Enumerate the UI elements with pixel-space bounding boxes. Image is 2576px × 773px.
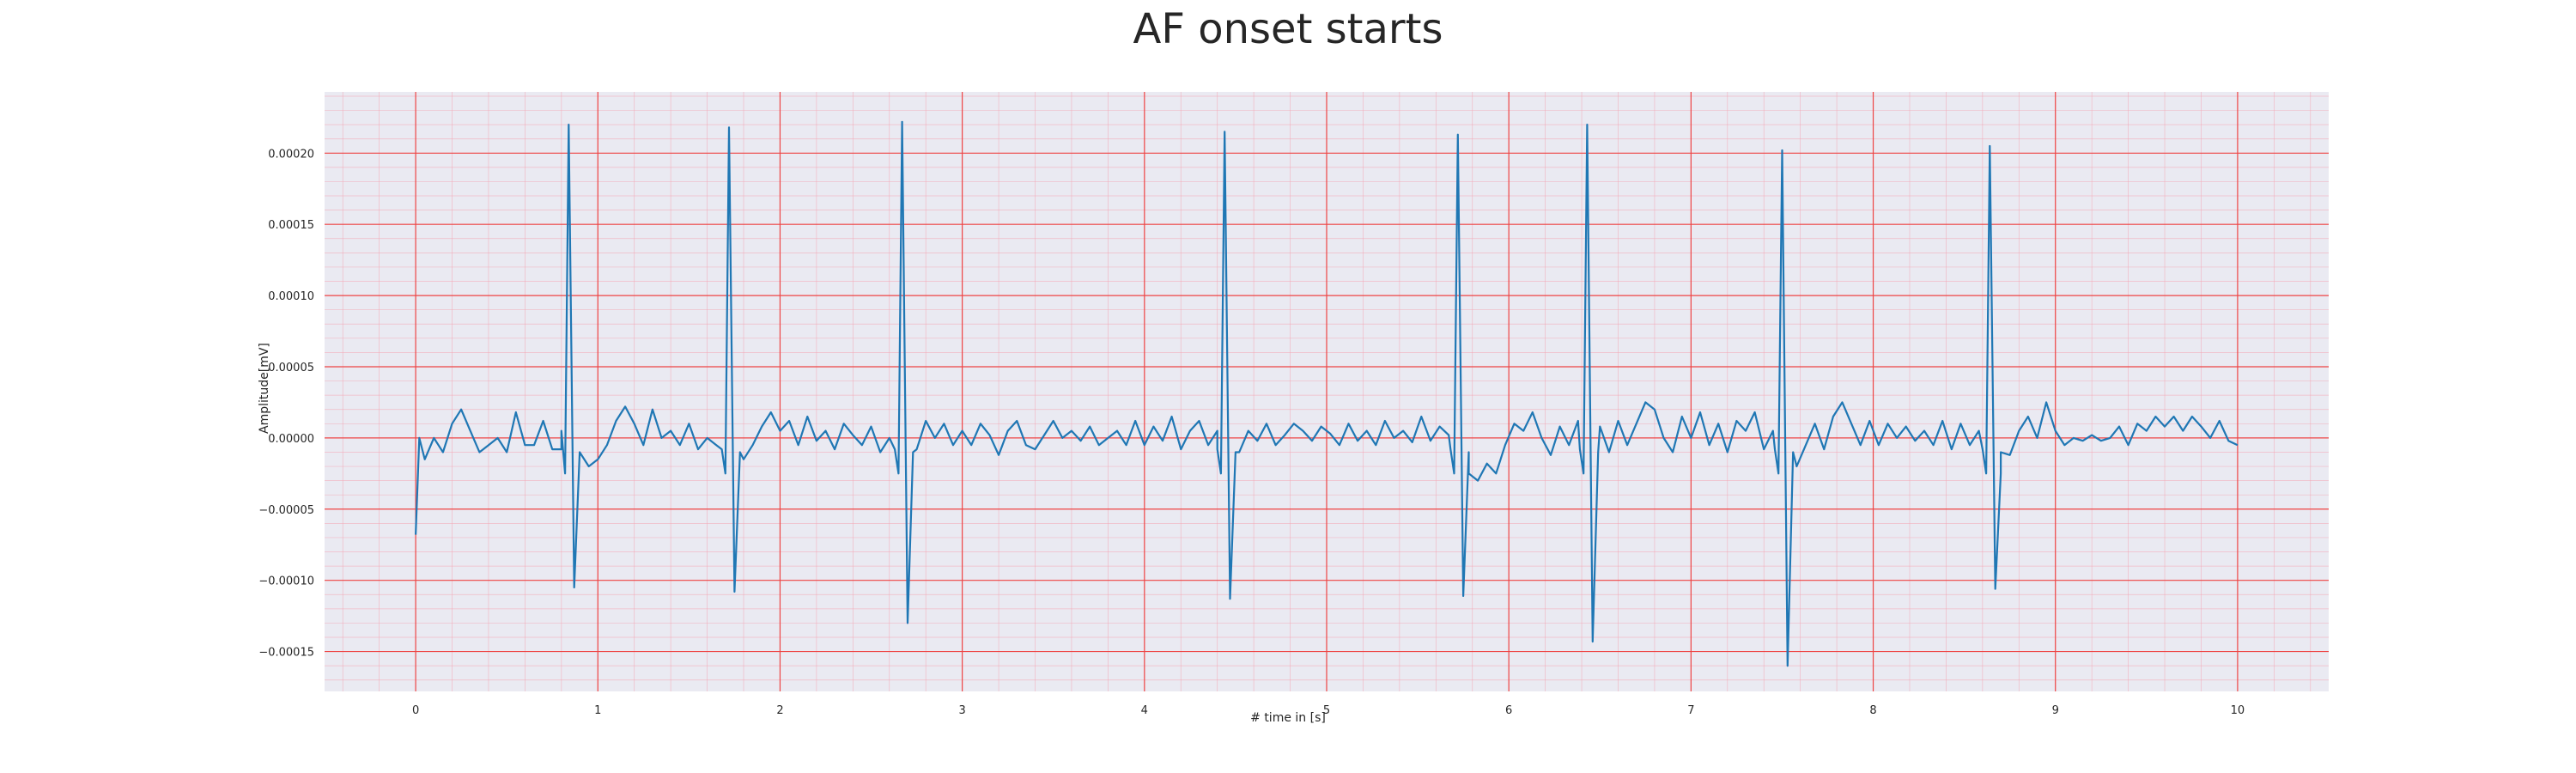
x-tick-label: 3 <box>958 704 965 717</box>
x-tick-label: 6 <box>1505 704 1512 717</box>
y-tick-label: 0.00005 <box>268 362 314 374</box>
x-tick-label: 5 <box>1323 704 1330 717</box>
x-tick-label: 7 <box>1687 704 1694 717</box>
x-tick-label: 2 <box>776 704 783 717</box>
x-tick-label: 1 <box>594 704 601 717</box>
x-tick-label: 8 <box>1869 704 1876 717</box>
x-tick-label: 4 <box>1141 704 1148 717</box>
x-tick-label: 0 <box>412 704 419 717</box>
x-tick-label: 9 <box>2052 704 2059 717</box>
x-axis-label: # time in [s] <box>1250 711 1326 725</box>
x-tick-label: 10 <box>2231 704 2245 717</box>
chart-title: AF onset starts <box>1133 5 1443 53</box>
y-tick-label: 0.00020 <box>268 148 314 161</box>
ecg-signal-line <box>415 120 2239 667</box>
y-tick-label: 0.00015 <box>268 219 314 232</box>
y-tick-label: −0.00010 <box>258 575 314 588</box>
y-axis-label: Amplitude[mV] <box>258 343 271 434</box>
y-tick-label: −0.00005 <box>258 504 314 517</box>
y-tick-label: −0.00015 <box>258 647 314 660</box>
y-tick-label: 0.00010 <box>268 290 314 303</box>
y-tick-label: 0.00000 <box>268 433 314 446</box>
